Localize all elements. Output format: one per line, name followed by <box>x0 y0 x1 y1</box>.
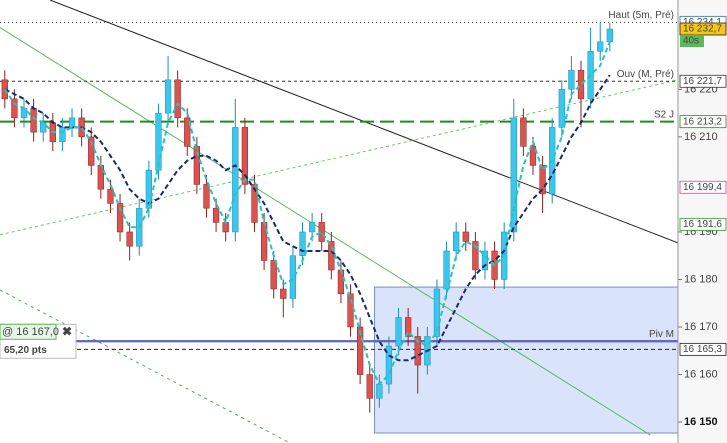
price-tag <box>679 74 727 88</box>
candle-body <box>405 317 412 337</box>
candle-body <box>11 98 18 119</box>
candle-body <box>126 231 133 247</box>
candle-body <box>241 127 249 185</box>
candle-body <box>59 127 66 142</box>
candle-body <box>145 169 152 209</box>
candle-body <box>395 317 402 347</box>
candle-body <box>251 184 258 223</box>
trend-line <box>0 27 651 436</box>
candle-body <box>453 231 460 252</box>
candle-body <box>40 122 47 133</box>
price-tag <box>679 217 727 231</box>
price-tag-label: 16 232,7 <box>683 24 722 35</box>
order-distance: 65,20 pts <box>4 345 47 356</box>
candle-body <box>107 188 114 204</box>
candle-body <box>356 326 364 375</box>
candle-body <box>328 241 335 271</box>
candle-body <box>376 383 383 399</box>
candle-body <box>270 260 277 290</box>
price-tag <box>679 115 727 129</box>
candle-body <box>318 222 325 242</box>
candle-body <box>174 79 181 119</box>
level-label: S2 J <box>654 109 674 120</box>
price-tag-label: 16 199,4 <box>683 182 722 193</box>
level-label: Haut (5m, Pré) <box>608 10 674 21</box>
timer-badge <box>680 34 704 47</box>
candle-body <box>164 79 172 114</box>
plot-area <box>0 0 678 443</box>
price-tag-label: 16 234,1 <box>683 17 722 28</box>
candle-body <box>184 117 191 147</box>
candle-body <box>20 108 28 119</box>
candle-body <box>568 70 575 90</box>
price-tag-label: 16 191,6 <box>683 219 722 230</box>
candle-body <box>366 374 373 399</box>
timer-label: 40s <box>683 36 699 47</box>
order-panel[interactable]: @ 16 167,0 ✖ 65,20 pts <box>0 323 77 359</box>
candle-body <box>510 117 517 233</box>
candle-body <box>97 165 104 190</box>
candle-body <box>280 288 287 299</box>
price-tag <box>679 180 727 194</box>
price-tag <box>679 342 727 356</box>
order-price-box[interactable] <box>0 323 57 340</box>
candle-body <box>68 117 76 128</box>
price-tag-label: 16 213,2 <box>683 116 722 127</box>
candle-body <box>433 288 441 337</box>
price-tag-label: 16 165,3 <box>683 344 722 355</box>
candle-body <box>155 112 162 171</box>
candle-body <box>116 203 124 233</box>
candle-body <box>529 146 537 166</box>
level-label: Piv M <box>649 329 674 340</box>
price-tag-label: 16 221,7 <box>683 76 722 87</box>
moving-average <box>3 41 611 386</box>
trend-line <box>0 289 291 443</box>
candle-body <box>443 250 450 290</box>
candle-body <box>30 108 37 133</box>
y-tick-label: 16 180 <box>684 273 718 285</box>
y-tick-label: 16 170 <box>684 321 718 333</box>
moving-average <box>4 74 611 362</box>
candle-body <box>289 255 297 299</box>
candle-body <box>462 231 469 242</box>
candle-body <box>597 41 604 52</box>
order-label[interactable]: @ 16 167,0 <box>2 326 59 338</box>
candle-body <box>203 184 210 209</box>
candle-body <box>212 207 220 223</box>
candle-body <box>539 165 546 195</box>
candle-body <box>520 117 527 147</box>
candle-body <box>260 222 268 261</box>
candle-body <box>472 241 479 271</box>
candle-body <box>481 250 489 271</box>
candle-body <box>232 127 239 233</box>
order-close[interactable]: ✖ <box>62 324 72 338</box>
candle-body <box>299 231 306 256</box>
candle-body <box>606 28 613 43</box>
y-tick-label: 16 150 <box>684 416 718 428</box>
candle-body <box>347 293 354 328</box>
level-label: Ouv (M, Pré) <box>617 69 674 80</box>
y-tick-label: 16 210 <box>684 131 718 143</box>
candle-body <box>308 222 316 233</box>
candle-body <box>414 336 421 366</box>
candle-body <box>193 146 201 185</box>
y-tick-label: 16 160 <box>684 368 718 380</box>
candle-body <box>558 89 565 128</box>
candle-body <box>577 70 585 100</box>
trend-line <box>0 79 678 236</box>
